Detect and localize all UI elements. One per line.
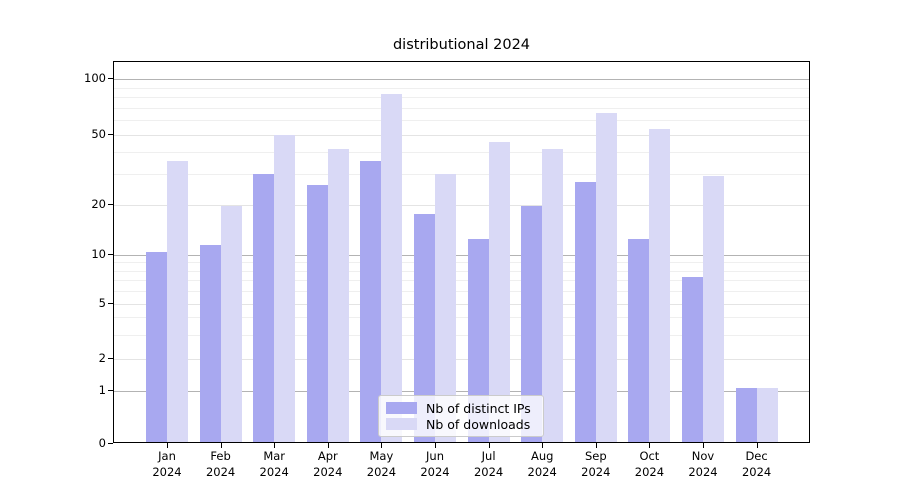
bar-downloads-aug <box>542 149 564 442</box>
x-tick-label: Dec 2024 <box>741 449 772 479</box>
x-tick-label: Jun 2024 <box>420 449 450 479</box>
legend-label-distinct-ips: Nb of distinct IPs <box>426 400 531 416</box>
bar-ips-oct <box>628 238 650 442</box>
bar-downloads-sep <box>595 113 617 442</box>
bar-downloads-nov <box>703 176 724 442</box>
bar-downloads-jul <box>488 141 510 442</box>
gridline <box>114 205 809 206</box>
legend-label-downloads: Nb of downloads <box>426 416 531 432</box>
x-tick-mark <box>381 443 383 448</box>
gridline <box>114 304 809 305</box>
bar-ips-jan <box>146 252 167 442</box>
x-tick-label: Jan 2024 <box>152 449 182 479</box>
y-tick-mark <box>108 443 113 444</box>
y-tick-label: 10 <box>91 247 106 261</box>
y-tick-label: 2 <box>98 351 106 365</box>
y-tick-mark <box>108 358 113 359</box>
gridline <box>114 135 809 136</box>
x-tick-label: May 2024 <box>366 449 397 479</box>
y-tick-label: 50 <box>91 127 106 141</box>
bar-downloads-may <box>381 94 403 442</box>
y-tick-mark <box>108 204 113 205</box>
bar-ips-nov <box>682 277 703 442</box>
legend: Nb of distinct IPs Nb of downloads <box>378 395 544 437</box>
bar-ips-dec <box>735 388 757 442</box>
gridline-minor <box>114 120 809 122</box>
gridline-minor <box>114 291 809 293</box>
gridline-minor <box>114 107 809 109</box>
gridline <box>114 391 809 392</box>
gridline-minor <box>114 280 809 282</box>
bar-downloads-feb <box>220 205 242 442</box>
x-tick-mark <box>435 443 436 448</box>
x-tick-label: Feb 2024 <box>205 449 236 479</box>
bar-downloads-apr <box>327 149 349 442</box>
y-tick-mark <box>108 254 113 255</box>
y-tick-mark <box>108 134 113 135</box>
gridline-minor <box>114 270 809 272</box>
y-tick-mark <box>108 78 113 79</box>
bar-downloads-dec <box>756 388 778 442</box>
y-tick-label: 20 <box>91 197 106 211</box>
x-tick-label: Sep 2024 <box>581 449 611 479</box>
x-tick-mark <box>649 443 651 448</box>
gridline-minor <box>114 152 809 154</box>
bar-downloads-mar <box>274 135 296 442</box>
x-tick-mark <box>327 443 329 448</box>
plot-area <box>113 61 810 443</box>
gridline-minor <box>114 262 809 264</box>
x-tick-label: Mar 2024 <box>259 449 289 479</box>
x-tick-mark <box>595 443 597 448</box>
gridline <box>114 359 809 360</box>
bar-ips-feb <box>199 245 221 442</box>
bar-ips-jun <box>414 213 435 442</box>
y-tick-label: 100 <box>84 71 106 85</box>
legend-row-distinct-ips: Nb of distinct IPs <box>386 400 536 416</box>
x-tick-label: Jul 2024 <box>473 449 504 479</box>
y-tick-label: 0 <box>98 436 106 450</box>
bar-ips-sep <box>574 181 596 442</box>
bar-ips-may <box>360 161 382 442</box>
y-tick-mark <box>108 303 113 304</box>
x-tick-mark <box>488 443 490 448</box>
legend-row-downloads: Nb of downloads <box>386 416 536 432</box>
bar-ips-aug <box>521 205 543 442</box>
x-tick-label: Apr 2024 <box>313 449 343 479</box>
bar-downloads-jun <box>435 173 456 442</box>
gridline-minor <box>114 97 809 99</box>
x-tick-mark <box>703 443 704 448</box>
legend-swatch-downloads <box>386 418 417 430</box>
gridline <box>114 255 809 256</box>
chart-title: distributional 2024 <box>392 37 531 53</box>
x-tick-mark <box>220 443 222 448</box>
x-tick-label: Aug 2024 <box>527 449 557 479</box>
x-tick-label: Oct 2024 <box>634 449 665 479</box>
gridline-minor <box>114 334 809 336</box>
y-tick-label: 5 <box>98 296 106 310</box>
legend-swatch-distinct-ips <box>386 402 417 414</box>
y-tick-mark <box>108 390 113 391</box>
bar-downloads-jan <box>167 161 188 442</box>
bar-ips-jul <box>467 238 489 442</box>
y-tick-label: 1 <box>98 383 106 397</box>
gridline <box>114 79 809 80</box>
gridline-minor <box>114 174 809 176</box>
x-tick-mark <box>167 443 168 448</box>
bar-downloads-oct <box>649 128 671 442</box>
bar-ips-apr <box>306 184 328 442</box>
x-tick-mark <box>274 443 276 448</box>
gridline-minor <box>114 87 809 89</box>
x-tick-mark <box>542 443 544 448</box>
x-tick-label: Nov 2024 <box>688 449 718 479</box>
gridline-minor <box>114 317 809 319</box>
x-tick-mark <box>756 443 758 448</box>
bar-ips-mar <box>253 173 275 442</box>
